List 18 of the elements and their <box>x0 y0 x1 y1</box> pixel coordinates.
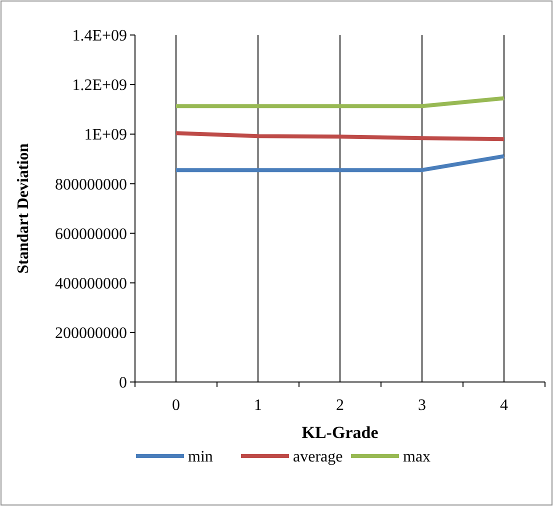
x-axis-title: KL-Grade <box>302 423 379 442</box>
y-tick-label: 400000000 <box>55 275 127 292</box>
x-tick-label: 2 <box>336 397 344 414</box>
y-tick-label: 600000000 <box>55 226 127 243</box>
y-tick-label: 800000000 <box>55 176 127 194</box>
y-tick-label: 1.4E+09 <box>72 28 127 45</box>
x-tick-label: 4 <box>500 397 508 414</box>
x-tick-label: 3 <box>418 397 426 414</box>
y-tick-label: 1.2E+09 <box>72 77 127 94</box>
x-tick-label: 0 <box>172 397 180 414</box>
legend-label: max <box>403 448 431 466</box>
y-axis-title: Standart Deviation <box>15 143 32 274</box>
legend-label: average <box>293 448 343 466</box>
x-tick-label: 1 <box>254 397 262 414</box>
legend-label: min <box>188 448 213 466</box>
y-tick-label: 1E+09 <box>84 126 127 144</box>
y-tick-label: 200000000 <box>55 325 127 342</box>
y-tick-label: 0 <box>119 374 127 392</box>
